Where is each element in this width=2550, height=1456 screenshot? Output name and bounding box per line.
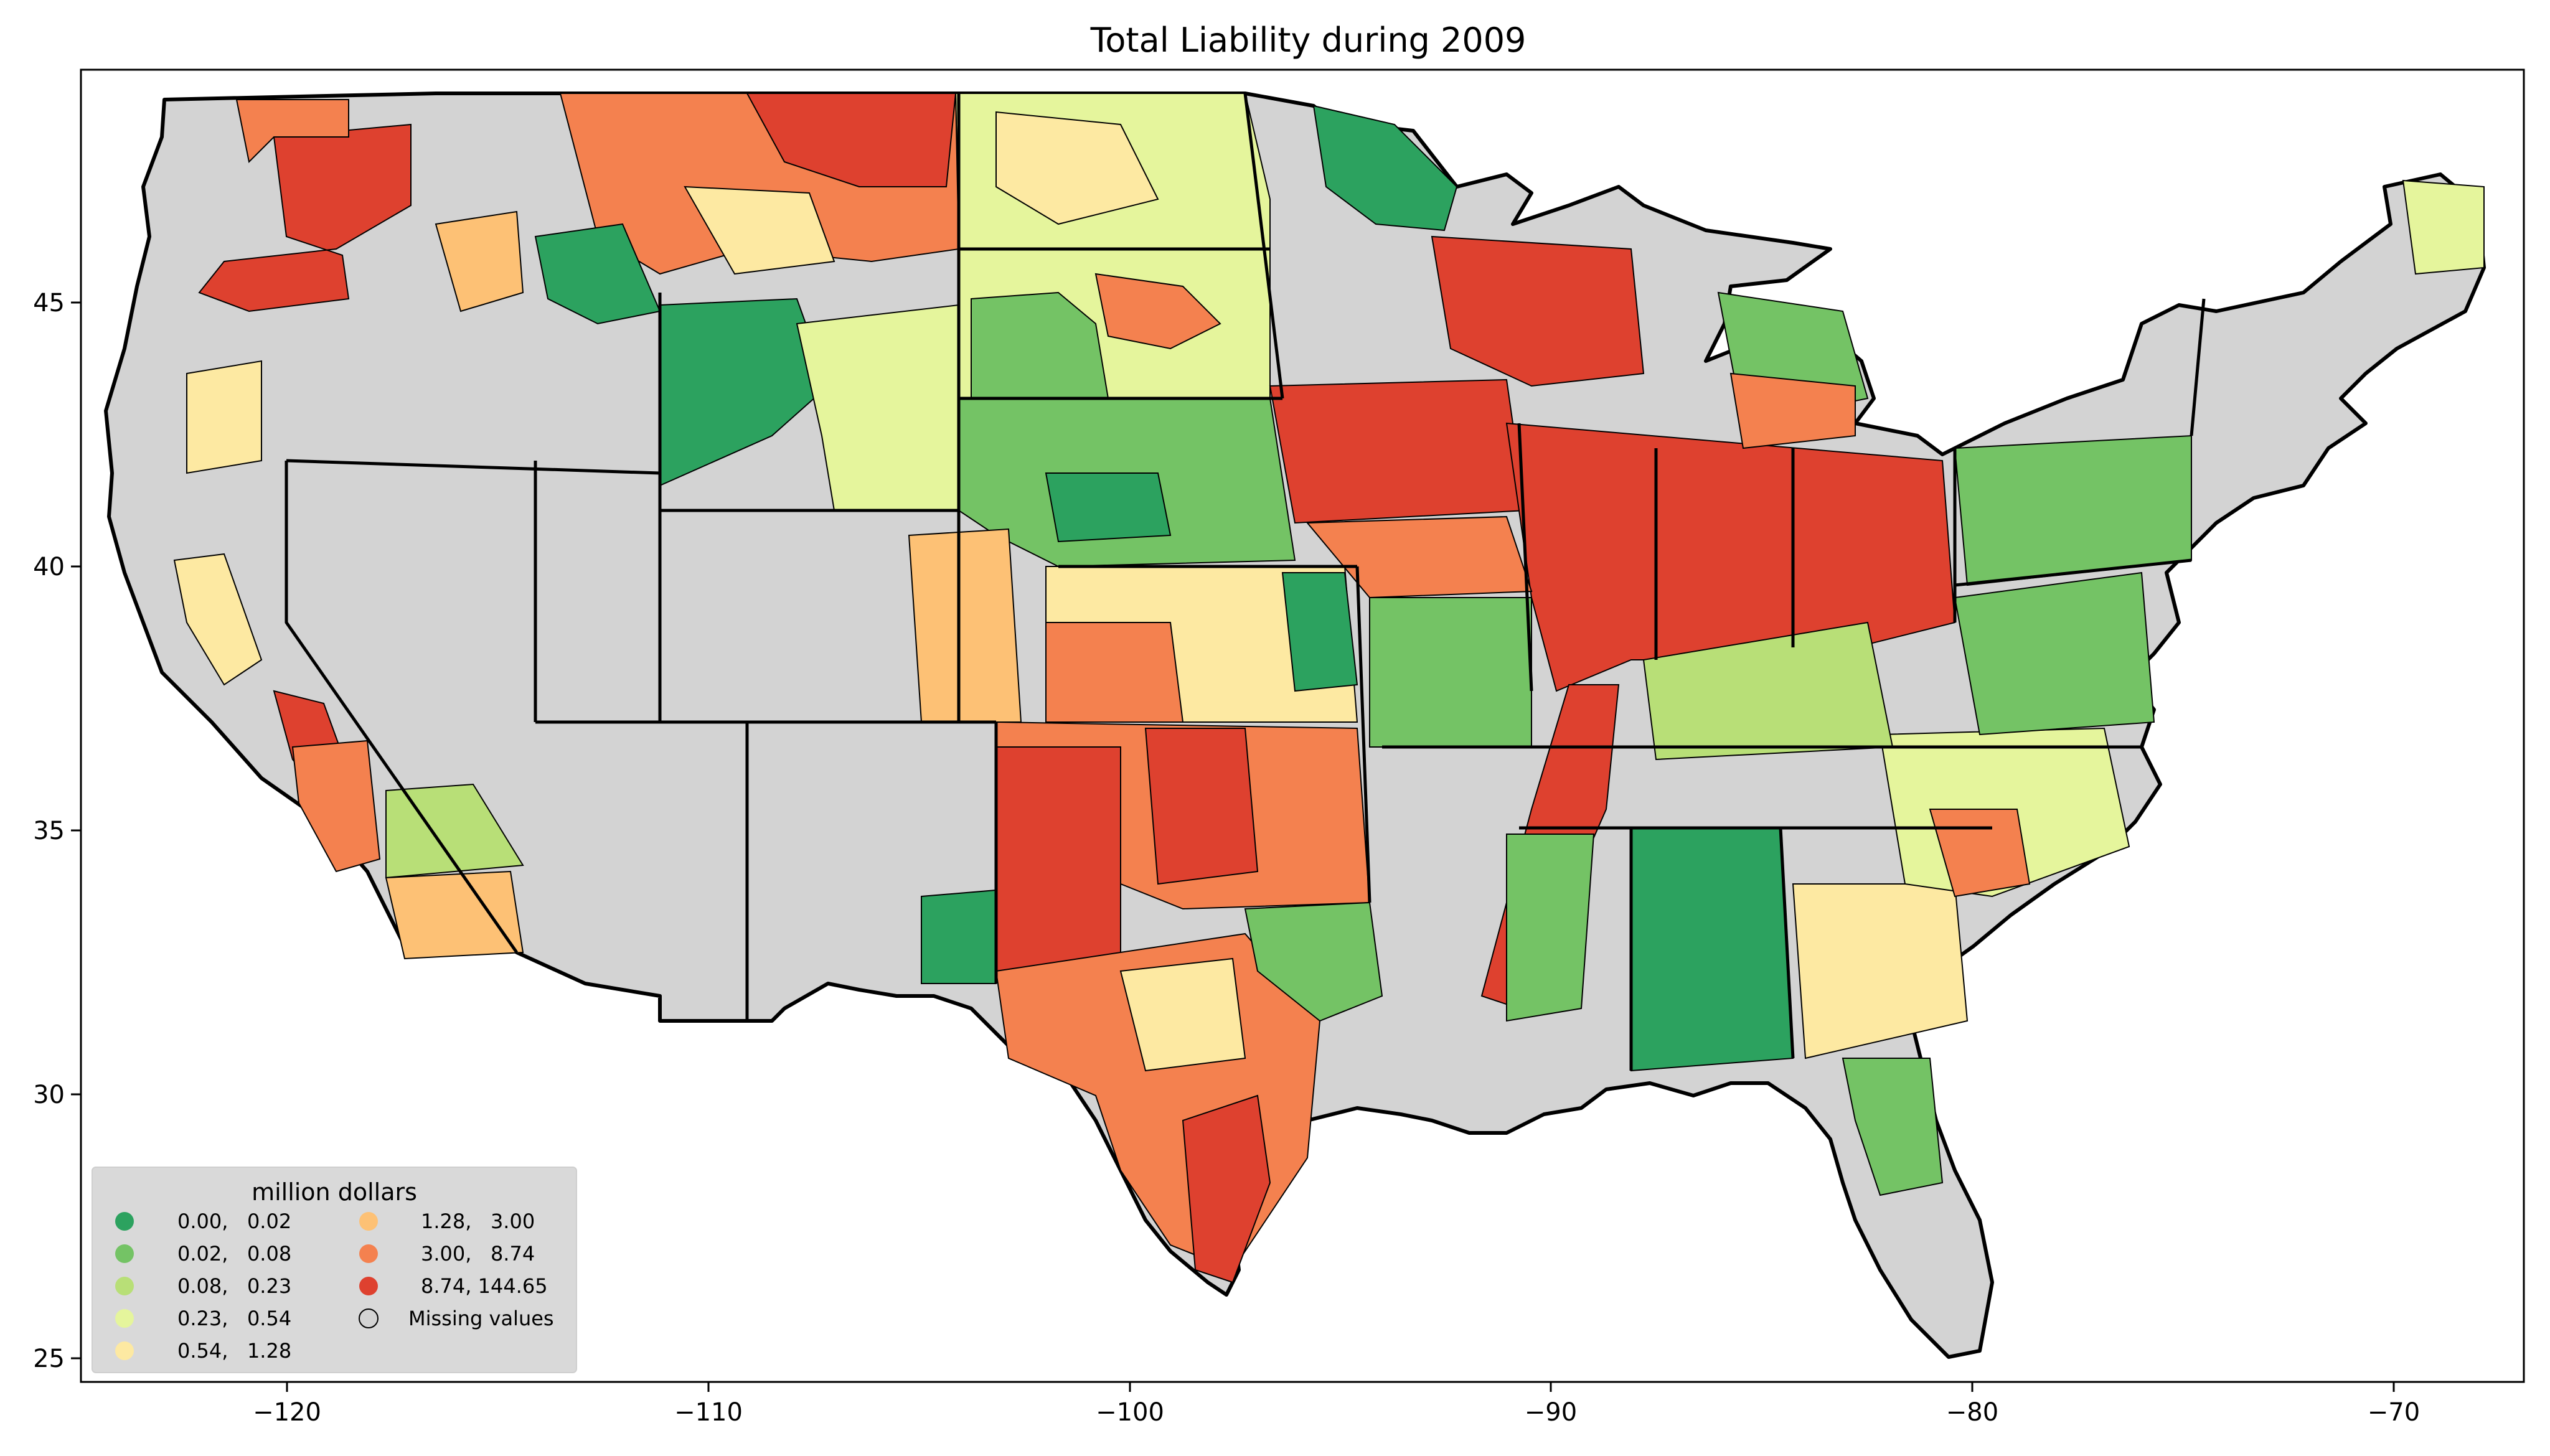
x-tick-label: −90 (1525, 1398, 1577, 1427)
region-tx-green (1244, 901, 1383, 1022)
region-iowa-red (1269, 378, 1527, 524)
legend-title: million dollars (252, 1178, 417, 1206)
legend-swatch (115, 1212, 134, 1231)
x-tick-label: −110 (674, 1398, 743, 1427)
legend-swatch (115, 1277, 134, 1295)
x-tick-label: −70 (2368, 1398, 2420, 1427)
legend-label: 0.08, 0.23 (177, 1274, 291, 1298)
region-va-green (1954, 571, 2155, 736)
region-ca-green (385, 783, 524, 879)
legend: million dollars 0.00, 0.02 0.02, 0.08 0.… (92, 1167, 577, 1373)
region-mo-mixed (1369, 597, 1532, 748)
region-nd-pale (995, 111, 1159, 225)
region-ca-coast-yellow (173, 553, 263, 686)
region-mo-orange (1306, 515, 1533, 599)
region-ga-yellow (1792, 883, 1969, 1059)
region-nm-green (921, 889, 997, 984)
legend-label: Missing values (408, 1307, 554, 1330)
region-wi-red (1431, 235, 1645, 387)
region-tx-red (1182, 1094, 1271, 1284)
x-axis (286, 1382, 2395, 1392)
region-tx-panhandle-red (995, 746, 1121, 972)
region-fl-green (1842, 1058, 1944, 1196)
region-nd-orange (1094, 273, 1221, 350)
region-ne-dark (1045, 472, 1172, 543)
legend-label: 0.54, 1.28 (177, 1339, 291, 1363)
region-wa-orange (235, 99, 349, 164)
y-tick-label: 30 (33, 1081, 65, 1109)
region-nc-orange (1929, 809, 2031, 898)
region-oregon-pale (186, 360, 262, 474)
x-tick-label: −100 (1096, 1398, 1164, 1427)
state-borders (285, 93, 2206, 1071)
region-mn-dark-green (1312, 105, 1458, 232)
legend-box (92, 1167, 577, 1373)
legend-swatch (359, 1212, 378, 1231)
region-tx-yellow (1119, 957, 1246, 1072)
map-regions (104, 92, 2486, 1359)
legend-label: 0.00, 0.02 (177, 1209, 291, 1233)
region-ok-red (1144, 728, 1259, 885)
legend-swatch (115, 1309, 134, 1328)
map-title: Total Liability during 2009 (1090, 21, 1527, 60)
x-tick-label: −80 (1946, 1398, 1998, 1427)
region-ca-orange (291, 740, 381, 873)
region-montana-red (746, 93, 957, 187)
region-delta-green (1506, 834, 1595, 1022)
legend-label: 0.23, 0.54 (177, 1307, 291, 1330)
region-ks-green (1281, 572, 1358, 692)
legend-swatch (359, 1308, 379, 1328)
region-montana-pale (684, 186, 835, 275)
legend-label: 3.00, 8.74 (421, 1242, 535, 1266)
region-idaho-green (534, 223, 661, 325)
x-tick-label: −120 (253, 1398, 321, 1427)
legend-swatch (359, 1244, 378, 1263)
legend-label: 8.74, 144.65 (421, 1274, 548, 1298)
legend-swatch (115, 1244, 134, 1263)
axes-frame (80, 68, 2525, 1383)
region-ks-orange (1045, 622, 1184, 723)
region-co-orange (908, 528, 1022, 723)
region-dakotas-green (971, 291, 1109, 406)
region-al-ga-green (1630, 827, 1794, 1072)
legend-swatch (359, 1277, 378, 1295)
region-idaho-orange (435, 210, 524, 312)
region-mi-orange (1729, 372, 1856, 449)
y-tick-label: 40 (33, 553, 65, 581)
region-socal-orange (385, 870, 524, 960)
y-tick-label: 45 (33, 289, 65, 317)
legend-label: 0.02, 0.08 (177, 1242, 291, 1266)
region-maine-pale (2402, 179, 2485, 275)
legend-swatch (115, 1341, 134, 1360)
y-tick-label: 35 (33, 817, 65, 845)
y-tick-label: 25 (33, 1345, 65, 1373)
y-axis (71, 301, 81, 1360)
legend-label: 1.28, 3.00 (421, 1209, 535, 1233)
region-wa-red (198, 123, 412, 312)
